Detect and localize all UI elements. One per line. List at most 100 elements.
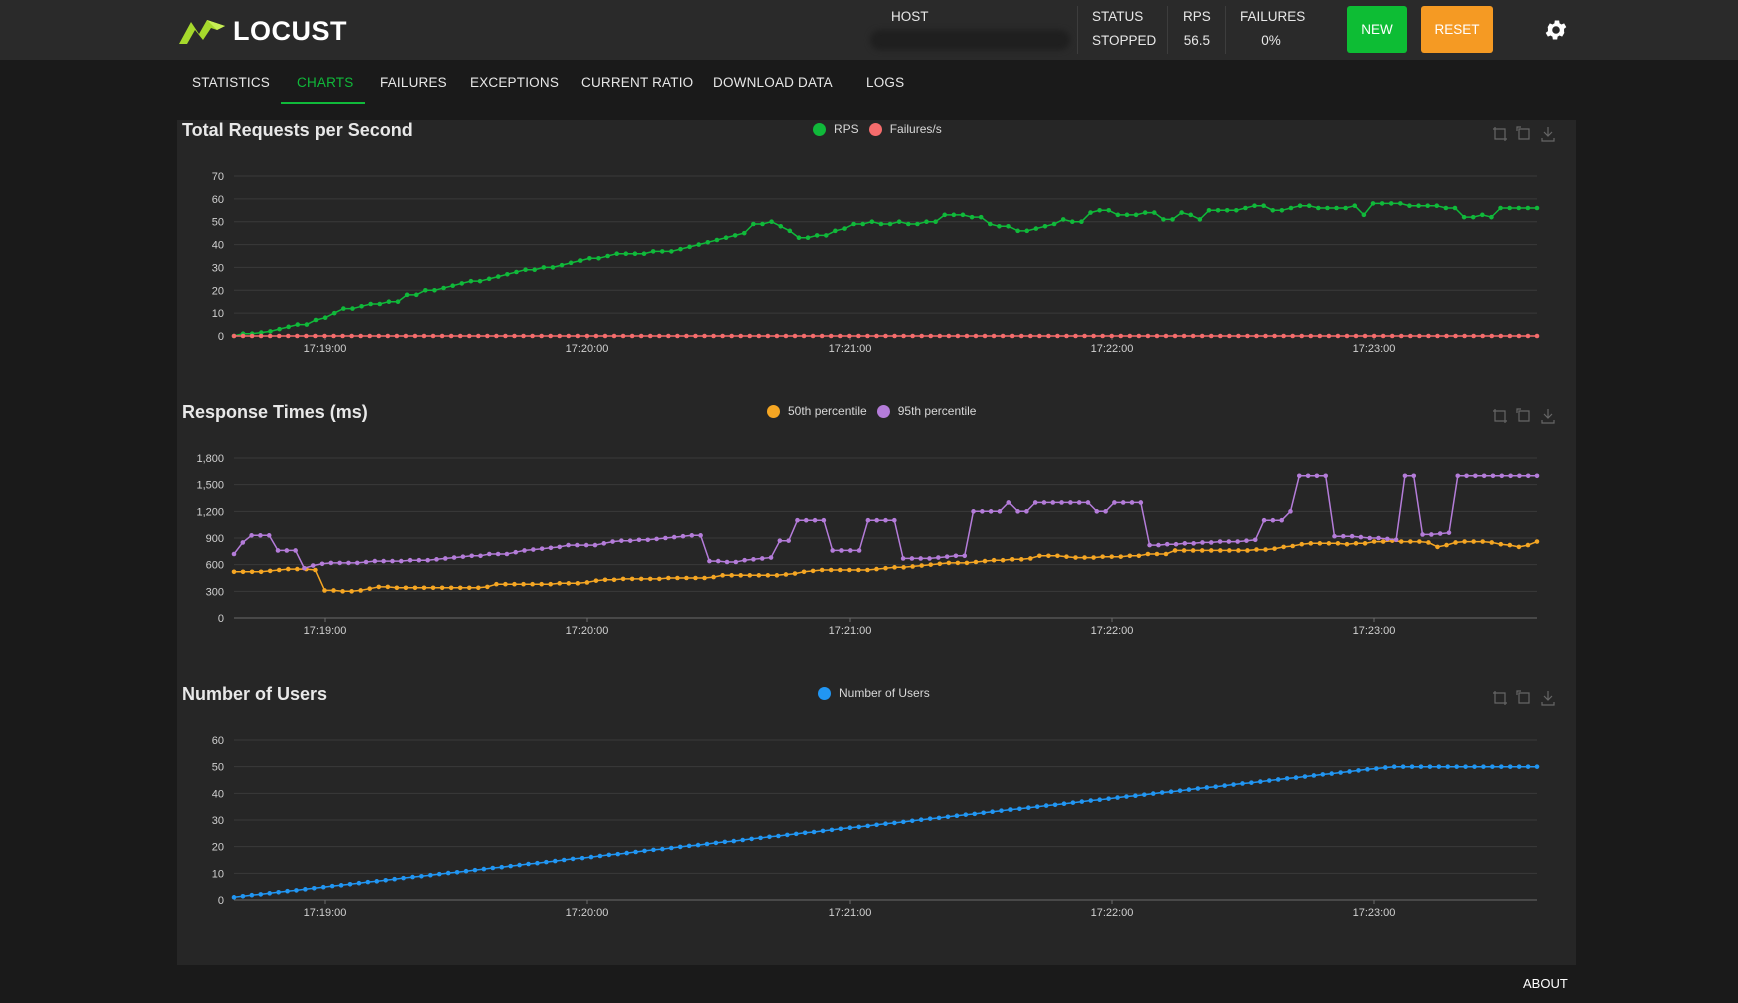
restore-icon[interactable]: [1516, 408, 1532, 424]
data-point: [1435, 544, 1440, 550]
zoom-icon[interactable]: [1492, 126, 1508, 142]
data-point: [1041, 500, 1047, 505]
data-point: [693, 333, 698, 339]
data-point: [1254, 333, 1259, 339]
data-point: [1443, 205, 1449, 211]
data-point: [675, 575, 680, 581]
data-point: [702, 333, 707, 339]
tab-logs[interactable]: LOGS: [866, 75, 905, 90]
data-point: [1272, 546, 1277, 551]
data-point: [1270, 517, 1276, 523]
data-point: [460, 554, 466, 559]
data-point: [1055, 333, 1060, 339]
data-point: [602, 577, 608, 583]
download-icon[interactable]: [1540, 690, 1556, 706]
status-stat: STATUS STOPPED: [1092, 9, 1156, 48]
data-point: [1052, 802, 1058, 808]
y-tick-label: 0: [218, 895, 224, 907]
download-icon[interactable]: [1540, 408, 1556, 424]
data-point: [522, 548, 527, 553]
response-time-plot[interactable]: 0 300 600 900 1,200 1,500 1,800 17:19:00 17:20:0…: [177, 432, 1576, 682]
data-point: [1124, 212, 1130, 218]
data-point: [1190, 548, 1196, 553]
data-point: [1059, 500, 1064, 505]
download-icon[interactable]: [1540, 126, 1556, 142]
new-test-button[interactable]: NEW: [1347, 6, 1407, 53]
users-plot[interactable]: 0 10 20 30 40 50 60 17:19:00 17:20:00 17:21:00 17:…: [177, 714, 1576, 964]
data-point: [1534, 473, 1540, 479]
stat-divider: [1225, 6, 1226, 54]
data-point: [1534, 764, 1540, 769]
legend-item-failures[interactable]: Failures/s: [868, 122, 942, 136]
legend-item-users[interactable]: Number of Users: [818, 686, 930, 700]
data-point: [385, 584, 391, 590]
data-point: [973, 559, 979, 565]
about-link[interactable]: ABOUT: [1523, 976, 1568, 991]
restore-icon[interactable]: [1516, 690, 1532, 706]
gear-icon[interactable]: [1543, 17, 1569, 43]
data-point: [1190, 333, 1196, 339]
data-point: [705, 239, 711, 245]
data-point: [499, 864, 505, 870]
data-point: [1308, 541, 1314, 546]
data-point: [1445, 764, 1451, 769]
data-point: [403, 333, 409, 339]
data-point: [937, 561, 943, 567]
zoom-icon[interactable]: [1492, 408, 1508, 424]
data-point: [837, 333, 843, 339]
data-point: [486, 276, 492, 282]
data-point: [656, 576, 662, 582]
data-point: [724, 559, 730, 565]
data-point: [933, 219, 938, 225]
data-point: [1133, 212, 1139, 218]
tab-download-data[interactable]: DOWNLOAD DATA: [713, 75, 833, 90]
data-point: [1051, 221, 1057, 227]
data-point: [1163, 551, 1169, 557]
restore-icon[interactable]: [1516, 126, 1532, 142]
data-point: [1371, 333, 1377, 339]
data-point: [468, 278, 474, 284]
data-point: [1371, 539, 1377, 544]
data-point: [1317, 333, 1323, 339]
reset-stats-button[interactable]: RESET: [1421, 6, 1493, 53]
brand-logo[interactable]: LOCUST: [177, 14, 347, 48]
data-point: [472, 867, 478, 873]
data-point: [1161, 217, 1166, 222]
data-point: [1085, 500, 1091, 505]
tab-exceptions[interactable]: EXCEPTIONS: [470, 75, 560, 90]
legend-item-p95[interactable]: 95th percentile: [876, 404, 976, 418]
legend-item-rps[interactable]: RPS: [813, 122, 859, 136]
legend-item-p50[interactable]: 50th percentile: [767, 404, 867, 418]
data-point: [1290, 333, 1295, 339]
data-point: [1481, 473, 1487, 479]
data-point: [769, 219, 774, 225]
data-point: [349, 333, 354, 339]
tab-charts[interactable]: CHARTS: [297, 75, 354, 90]
y-tick-label: 50: [212, 762, 224, 774]
data-point: [1254, 547, 1259, 552]
data-point: [454, 869, 460, 875]
data-point: [842, 226, 847, 231]
data-point: [459, 281, 465, 286]
data-point: [1150, 791, 1156, 796]
data-point: [955, 333, 961, 339]
data-point: [1344, 333, 1350, 339]
data-point: [1186, 787, 1192, 792]
rps-plot[interactable]: 0 10 20 30 40 50 60 70 17:19:00 17:20:00 17:21:00 1…: [177, 150, 1576, 400]
data-point: [1206, 207, 1212, 213]
tab-failures[interactable]: FAILURES: [380, 75, 447, 90]
tab-statistics[interactable]: STATISTICS: [192, 75, 271, 90]
data-point: [936, 555, 941, 560]
data-point: [1299, 333, 1305, 339]
data-point: [714, 237, 720, 243]
data-point: [1124, 794, 1129, 799]
data-point: [786, 538, 791, 543]
zoom-icon[interactable]: [1492, 690, 1508, 706]
data-point: [624, 850, 629, 856]
data-point: [1154, 333, 1160, 339]
data-point: [1088, 210, 1093, 215]
data-point: [647, 333, 653, 339]
tab-current-ratio[interactable]: CURRENT RATIO: [581, 75, 694, 90]
data-point: [669, 845, 674, 851]
y-tick-label: 1,200: [196, 506, 224, 518]
